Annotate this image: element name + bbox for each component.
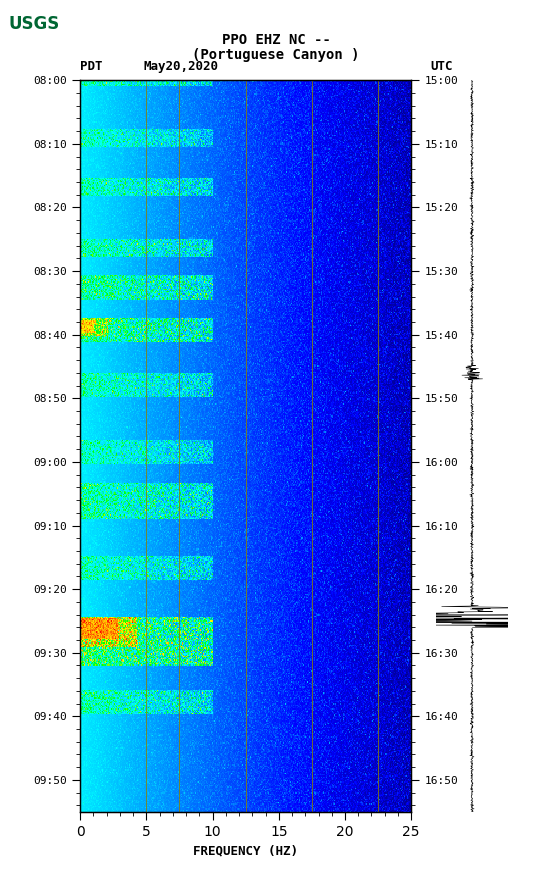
Text: USGS: USGS <box>8 15 60 33</box>
Text: UTC: UTC <box>431 61 453 73</box>
X-axis label: FREQUENCY (HZ): FREQUENCY (HZ) <box>193 845 298 857</box>
Text: May20,2020: May20,2020 <box>144 61 219 73</box>
Text: (Portuguese Canyon ): (Portuguese Canyon ) <box>192 48 360 62</box>
Text: PDT: PDT <box>80 61 103 73</box>
Text: PPO EHZ NC --: PPO EHZ NC -- <box>221 33 331 47</box>
